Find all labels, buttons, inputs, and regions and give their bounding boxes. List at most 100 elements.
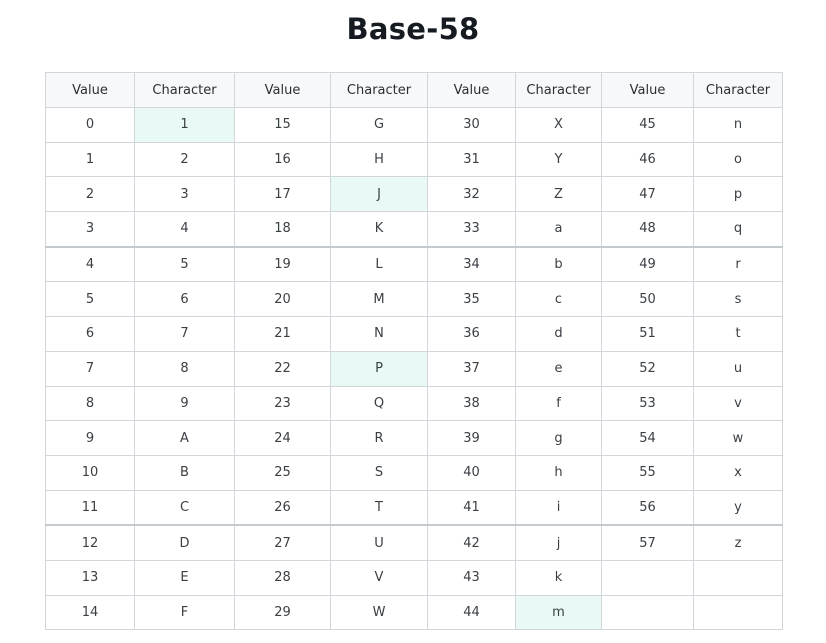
- value-cell: 55: [601, 454, 694, 491]
- table-row: 6 7 21 N 36 d 51 t: [45, 316, 783, 352]
- header-value: Value: [427, 72, 516, 108]
- value-cell: 38: [427, 385, 516, 422]
- character-cell: 4: [134, 211, 235, 248]
- table-row: 7 8 22 P 37 e 52 u: [45, 350, 783, 387]
- value-cell: 15: [234, 107, 331, 143]
- table-row: 9 A 24 R 39 g 54 w: [45, 420, 783, 456]
- character-cell: R: [330, 420, 428, 456]
- character-cell: 1: [134, 107, 235, 143]
- value-cell: 39: [427, 420, 516, 456]
- value-cell: 16: [234, 141, 331, 178]
- empty-cell: [601, 559, 694, 596]
- character-cell: X: [515, 107, 602, 143]
- value-cell: 33: [427, 211, 516, 248]
- value-cell: 23: [234, 385, 331, 422]
- character-cell: U: [330, 524, 428, 561]
- value-cell: 52: [601, 350, 694, 387]
- character-cell: 9: [134, 385, 235, 422]
- table-row: 8 9 23 Q 38 f 53 v: [45, 385, 783, 422]
- value-cell: 13: [45, 559, 135, 596]
- value-cell: 45: [601, 107, 694, 143]
- header-character: Character: [330, 72, 428, 108]
- value-cell: 44: [427, 594, 516, 631]
- value-cell: 29: [234, 594, 331, 631]
- character-cell: o: [693, 141, 783, 178]
- table-row: 12 D 27 U 42 j 57 z: [45, 524, 783, 561]
- character-cell: j: [515, 524, 602, 561]
- base58-table: Value Character Value Character Value Ch…: [45, 72, 783, 631]
- value-cell: 4: [45, 245, 135, 283]
- table-row: 0 1 15 G 30 X 45 n: [45, 107, 783, 143]
- table-row: 14 F 29 W 44 m: [45, 594, 783, 631]
- value-cell: 12: [45, 524, 135, 561]
- value-cell: 42: [427, 524, 516, 561]
- character-cell: i: [515, 489, 602, 526]
- value-cell: 40: [427, 454, 516, 491]
- value-cell: 47: [601, 176, 694, 213]
- character-cell: 7: [134, 316, 235, 352]
- empty-cell: [601, 594, 694, 631]
- value-cell: 6: [45, 316, 135, 352]
- header-character: Character: [134, 72, 235, 108]
- character-cell: M: [330, 281, 428, 318]
- value-cell: 36: [427, 316, 516, 352]
- value-cell: 30: [427, 107, 516, 143]
- character-cell: b: [515, 245, 602, 283]
- page-title: Base-58: [346, 12, 480, 46]
- value-cell: 2: [45, 176, 135, 213]
- value-cell: 50: [601, 281, 694, 318]
- character-cell: P: [330, 350, 428, 387]
- value-cell: 18: [234, 211, 331, 248]
- value-cell: 22: [234, 350, 331, 387]
- value-cell: 1: [45, 141, 135, 178]
- character-cell: y: [693, 489, 783, 526]
- character-cell: B: [134, 454, 235, 491]
- value-cell: 11: [45, 489, 135, 526]
- table-row: 13 E 28 V 43 k: [45, 559, 783, 596]
- value-cell: 9: [45, 420, 135, 456]
- empty-cell: [693, 594, 783, 631]
- character-cell: 5: [134, 245, 235, 283]
- character-cell: q: [693, 211, 783, 248]
- value-cell: 41: [427, 489, 516, 526]
- table-row: 4 5 19 L 34 b 49 r: [45, 245, 783, 283]
- value-cell: 7: [45, 350, 135, 387]
- value-cell: 43: [427, 559, 516, 596]
- value-cell: 51: [601, 316, 694, 352]
- table-row: 1 2 16 H 31 Y 46 o: [45, 141, 783, 178]
- value-cell: 53: [601, 385, 694, 422]
- value-cell: 49: [601, 245, 694, 283]
- header-character: Character: [693, 72, 783, 108]
- character-cell: T: [330, 489, 428, 526]
- character-cell: c: [515, 281, 602, 318]
- character-cell: J: [330, 176, 428, 213]
- value-cell: 8: [45, 385, 135, 422]
- character-cell: E: [134, 559, 235, 596]
- character-cell: 6: [134, 281, 235, 318]
- character-cell: v: [693, 385, 783, 422]
- value-cell: 5: [45, 281, 135, 318]
- character-cell: m: [515, 594, 602, 631]
- character-cell: 8: [134, 350, 235, 387]
- value-cell: 21: [234, 316, 331, 352]
- table-row: 3 4 18 K 33 a 48 q: [45, 211, 783, 248]
- character-cell: K: [330, 211, 428, 248]
- character-cell: x: [693, 454, 783, 491]
- character-cell: Q: [330, 385, 428, 422]
- value-cell: 37: [427, 350, 516, 387]
- character-cell: g: [515, 420, 602, 456]
- value-cell: 31: [427, 141, 516, 178]
- table-row: 5 6 20 M 35 c 50 s: [45, 281, 783, 318]
- header-value: Value: [45, 72, 135, 108]
- character-cell: e: [515, 350, 602, 387]
- value-cell: 48: [601, 211, 694, 248]
- character-cell: Z: [515, 176, 602, 213]
- character-cell: H: [330, 141, 428, 178]
- value-cell: 17: [234, 176, 331, 213]
- character-cell: S: [330, 454, 428, 491]
- value-cell: 57: [601, 524, 694, 561]
- character-cell: k: [515, 559, 602, 596]
- character-cell: 2: [134, 141, 235, 178]
- value-cell: 0: [45, 107, 135, 143]
- character-cell: h: [515, 454, 602, 491]
